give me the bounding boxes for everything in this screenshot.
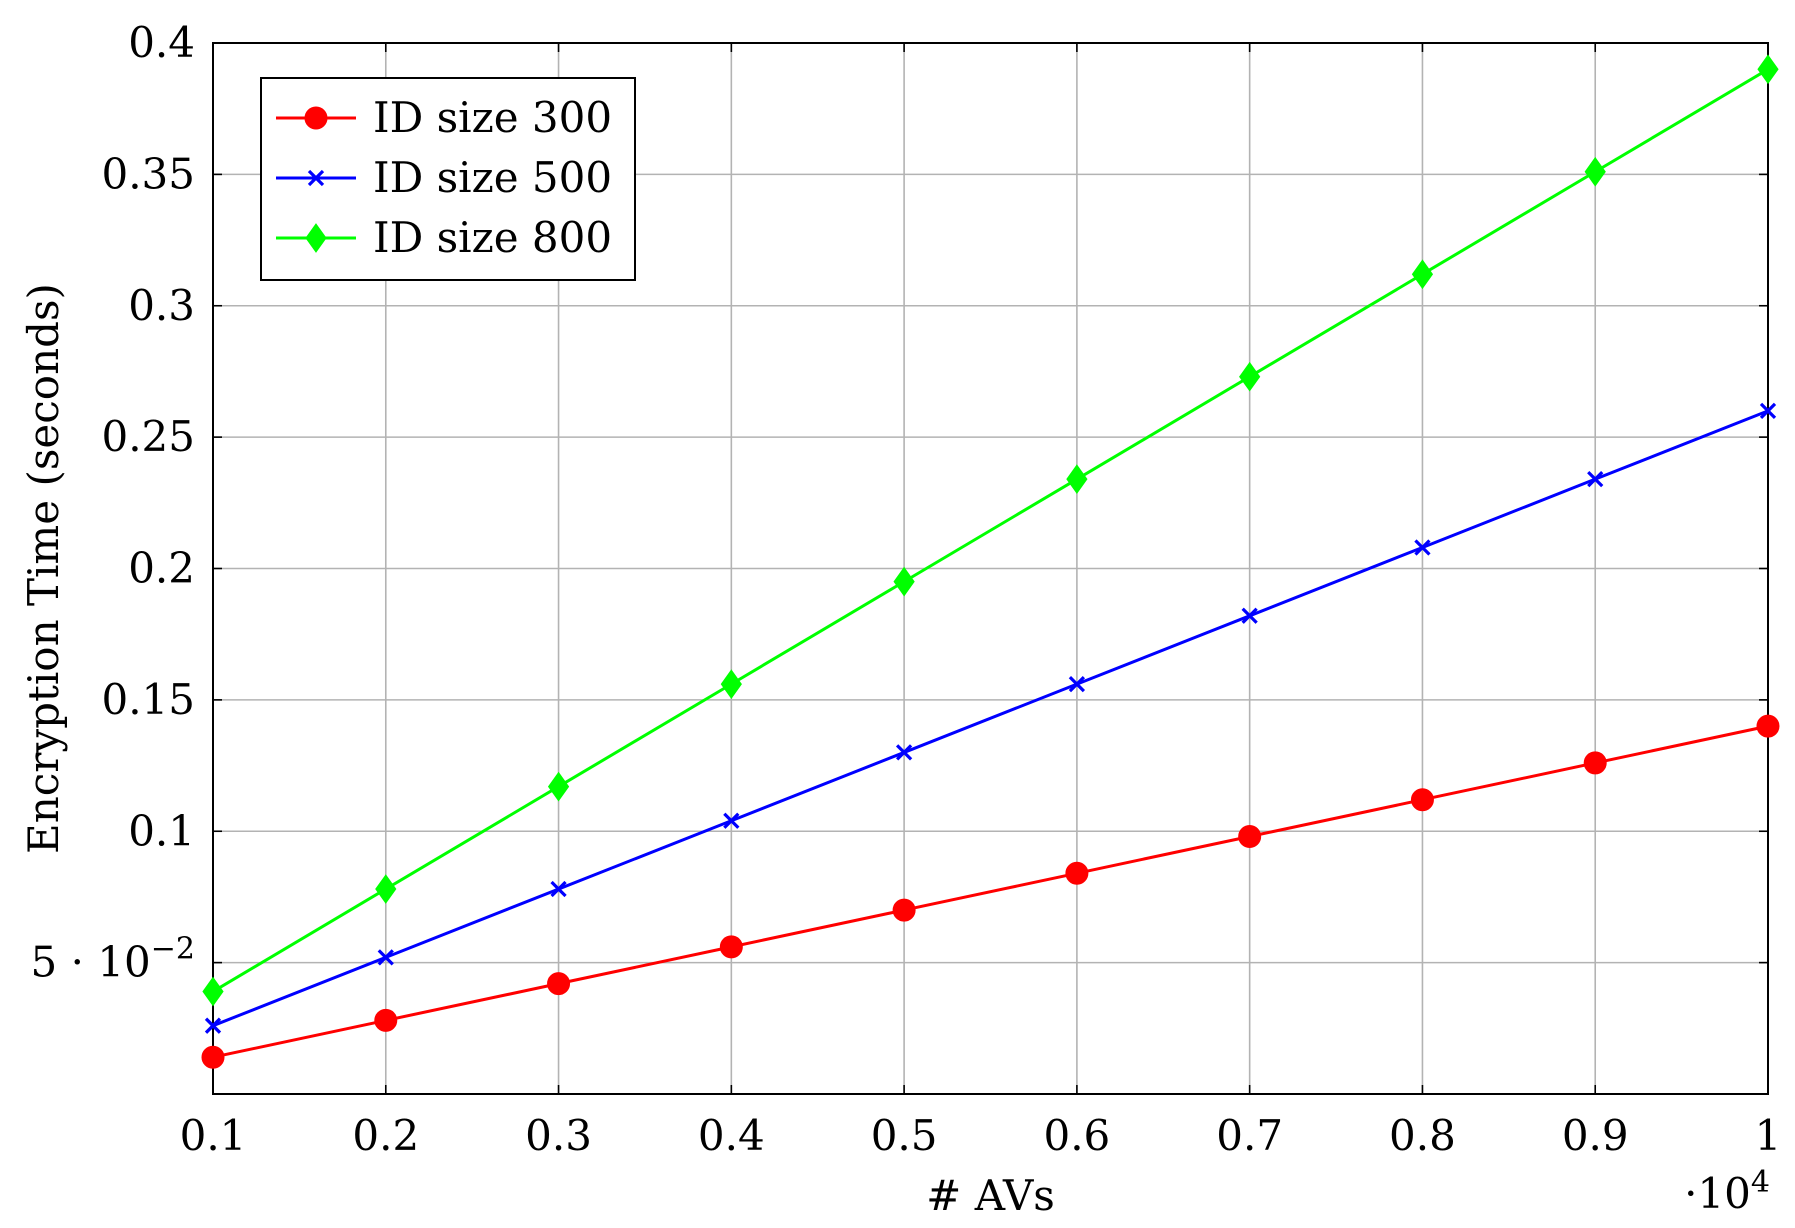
x-axis-multiplier-exponent: 4 xyxy=(1751,1165,1770,1200)
legend-label: ID size 500 xyxy=(373,153,612,202)
y-tick-label: 5 · 10−2 xyxy=(31,932,195,987)
series-line xyxy=(212,409,1769,1028)
data-point xyxy=(892,898,916,922)
x-tick-label: 0.1 xyxy=(180,1111,247,1160)
tick-labels: 0.1 0.2 0.3 0.4 0.5 0.6 0.7 0.8 0.9 1 5 · 10−2 0.1 0… xyxy=(31,18,1782,1160)
x-axis-label: # AVs xyxy=(926,1171,1055,1220)
y-tick-label: 0.3 xyxy=(128,281,195,330)
legend-item: ID size 800 xyxy=(276,213,612,262)
y-tick-label: 0.2 xyxy=(128,544,195,593)
data-point xyxy=(1414,539,1431,556)
data-point xyxy=(720,669,742,699)
data-point xyxy=(1587,471,1604,488)
grid xyxy=(213,43,1768,1094)
series-3 xyxy=(202,54,1779,1007)
legend-item: ID size 500 xyxy=(276,153,612,202)
data-point xyxy=(374,1008,398,1032)
data-point xyxy=(377,949,394,966)
y-axis-label: Encryption Time (seconds) xyxy=(19,283,68,854)
data-point xyxy=(1759,402,1777,419)
data-point xyxy=(204,1017,222,1034)
data-point xyxy=(1410,788,1434,812)
data-point xyxy=(201,1045,225,1069)
legend-marker xyxy=(304,106,328,130)
x-tick-label: 0.6 xyxy=(1043,1111,1110,1160)
x-tick-label: 0.9 xyxy=(1562,1111,1629,1160)
x-tick-label: 0.5 xyxy=(871,1111,938,1160)
x-tick-label: 0.4 xyxy=(698,1111,765,1160)
x-axis-multiplier: ·104 xyxy=(1684,1165,1770,1218)
x-tick-label: 1 xyxy=(1755,1111,1782,1160)
data-point xyxy=(202,976,224,1007)
data-point xyxy=(1583,751,1607,775)
data-point xyxy=(1241,607,1258,624)
data-point xyxy=(1065,861,1089,885)
data-point xyxy=(1584,156,1606,187)
legend-item: ID size 300 xyxy=(276,93,612,142)
legend-marker xyxy=(307,169,325,187)
data-point xyxy=(895,744,913,761)
data-point xyxy=(723,812,740,829)
data-point xyxy=(547,972,571,996)
data-point xyxy=(893,566,915,597)
legend-marker xyxy=(305,223,327,253)
data-point xyxy=(375,874,397,904)
series-line xyxy=(212,724,1769,1059)
x-tick-label: 0.3 xyxy=(525,1111,592,1160)
y-tick-label: 0.15 xyxy=(101,675,195,724)
data-point xyxy=(1411,259,1434,290)
data-point xyxy=(1238,825,1262,849)
legend: ID size 300 ID size 500 ID size 800 xyxy=(260,77,636,281)
data-point xyxy=(1239,361,1261,392)
y-tick-label: 0.1 xyxy=(128,806,195,855)
x-tick-label: 0.2 xyxy=(352,1111,419,1160)
series-2 xyxy=(204,402,1777,1034)
legend-label: ID size 300 xyxy=(373,93,612,142)
data-point xyxy=(719,935,743,959)
data-point xyxy=(1757,54,1779,85)
x-tick-label: 0.8 xyxy=(1389,1111,1456,1160)
y-tick-label: 0.35 xyxy=(101,149,195,198)
series-line xyxy=(212,67,1769,993)
data-point xyxy=(1756,714,1780,738)
series-group xyxy=(201,54,1780,1069)
data-point xyxy=(550,880,567,898)
legend-label: ID size 800 xyxy=(373,213,612,262)
y-tick-label: 0.25 xyxy=(101,412,195,461)
series-1 xyxy=(201,714,1780,1069)
x-axis-multiplier-base: ·10 xyxy=(1684,1169,1751,1218)
data-point xyxy=(1066,464,1088,495)
axis-ticks xyxy=(212,42,1769,1094)
y-tick-label: 0.4 xyxy=(128,18,195,67)
data-point xyxy=(1068,675,1086,693)
x-tick-label: 0.7 xyxy=(1216,1111,1283,1160)
data-point xyxy=(547,771,570,802)
